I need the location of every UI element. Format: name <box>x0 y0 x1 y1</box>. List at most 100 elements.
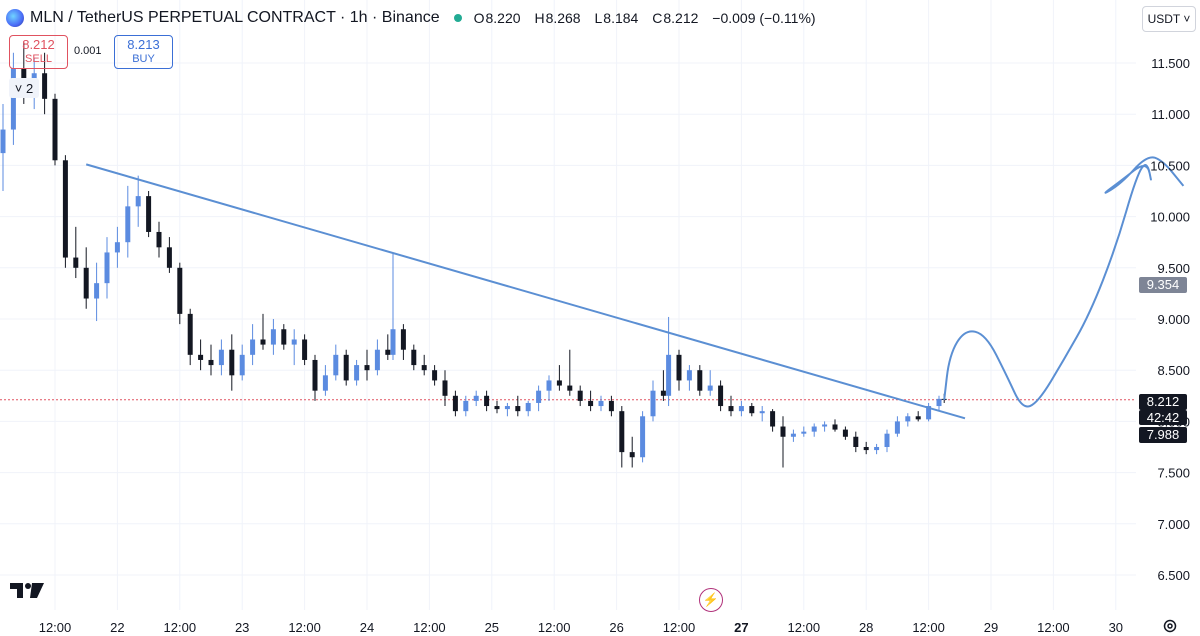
x-tick-label: 23 <box>235 620 249 635</box>
low-value: 8.184 <box>603 10 639 26</box>
candle-body <box>343 354 349 381</box>
y-tick-label: 7.500 <box>1157 466 1190 481</box>
candle-body <box>0 129 6 154</box>
candle-body <box>135 196 141 207</box>
high-key: H <box>534 10 545 26</box>
spread-value: 0.001 <box>74 45 102 57</box>
y-tick-label: 11.000 <box>1151 107 1190 122</box>
buy-label: BUY <box>132 53 155 65</box>
gear-icon[interactable] <box>1162 618 1178 634</box>
candle-body <box>52 98 58 161</box>
candles <box>0 42 947 468</box>
candle-body <box>577 390 583 401</box>
candle-body <box>73 257 79 268</box>
candle-body <box>463 400 469 412</box>
candle-body <box>374 349 380 371</box>
candle-body <box>525 402 531 412</box>
candle-body <box>400 329 406 350</box>
candle-body <box>385 349 391 355</box>
x-tick-label: 12:00 <box>288 620 321 635</box>
candle-body <box>853 436 859 447</box>
y-tick-label: 10.500 <box>1150 158 1190 173</box>
candle-body <box>811 426 817 432</box>
candle-body <box>83 267 89 299</box>
y-tick-label: 9.500 <box>1157 261 1190 276</box>
candle-body <box>390 329 396 355</box>
candle-body <box>494 406 500 410</box>
x-tick-label: 12:00 <box>912 620 945 635</box>
x-tick-label: 27 <box>734 620 748 635</box>
candle-body <box>884 433 890 447</box>
candle-body <box>354 365 360 381</box>
candle-body <box>260 339 266 345</box>
candle-body <box>473 395 479 401</box>
price-axis[interactable]: 11.50011.00010.50010.0009.5009.0008.5008… <box>1150 56 1190 583</box>
candle-body <box>208 359 214 366</box>
candle-body <box>421 365 427 371</box>
projection-drawing[interactable] <box>943 156 1185 408</box>
candle-body <box>738 406 744 412</box>
x-tick-label: 28 <box>859 620 873 635</box>
candle-body <box>759 411 765 414</box>
open-key: O <box>473 10 485 26</box>
candle-body <box>239 354 245 376</box>
candle-body <box>926 406 932 420</box>
candle-body <box>697 370 703 391</box>
close-key: C <box>652 10 663 26</box>
candle-body <box>749 406 755 414</box>
candle-body <box>686 370 692 381</box>
x-tick-label: 29 <box>984 620 998 635</box>
x-tick-label: 30 <box>1109 620 1123 635</box>
change-value: −0.009 (−0.11%) <box>712 10 816 26</box>
legend-toggle-button[interactable]: ˅ 2 <box>9 78 39 98</box>
candle-body <box>322 375 328 391</box>
candle-body <box>484 395 490 407</box>
indicator-count: 2 <box>25 80 34 96</box>
chevron-down-icon: ˅ <box>14 80 23 96</box>
symbol-logo-icon[interactable] <box>6 9 24 27</box>
close-value: 8.212 <box>663 10 699 26</box>
candle-body <box>515 406 521 412</box>
sell-label: SELL <box>25 53 52 65</box>
x-tick-label: 12:00 <box>413 620 446 635</box>
x-tick-label: 25 <box>485 620 499 635</box>
y-tick-label: 11.500 <box>1151 56 1190 71</box>
x-tick-label: 12:00 <box>663 620 696 635</box>
buy-button[interactable]: 8.213 BUY <box>114 35 173 69</box>
x-tick-label: 12:00 <box>164 620 197 635</box>
lightning-icon[interactable]: ⚡ <box>699 588 723 612</box>
candle-body <box>863 447 869 451</box>
y-tick-label: 10.000 <box>1150 210 1190 225</box>
trendline[interactable] <box>85 163 966 420</box>
tradingview-logo-icon[interactable] <box>10 581 46 599</box>
candle-body <box>42 73 48 99</box>
candle-body <box>660 390 666 396</box>
candle-body <box>166 247 172 268</box>
candle-body <box>546 380 552 391</box>
symbol-title[interactable]: MLN / TetherUS PERPETUAL CONTRACT · 1h ·… <box>30 9 440 26</box>
candle-body <box>442 380 448 396</box>
candle-body <box>598 400 604 407</box>
candle-body <box>94 283 100 299</box>
high-value: 8.268 <box>545 10 581 26</box>
sell-button[interactable]: 8.212 SELL <box>9 35 68 69</box>
candle-body <box>728 406 734 412</box>
low-key: L <box>594 10 603 26</box>
last-price-tag: 8.212 <box>1139 394 1187 410</box>
candle-body <box>104 252 110 284</box>
candle-body <box>270 329 276 345</box>
candle-body <box>432 370 438 381</box>
candle-body <box>650 390 656 417</box>
x-tick-label: 24 <box>360 620 374 635</box>
candle-body <box>588 400 594 407</box>
grid <box>0 0 1136 610</box>
market-status-icon[interactable] <box>453 14 462 22</box>
candle-body <box>666 354 672 396</box>
candle-body <box>676 354 682 381</box>
time-axis[interactable]: 12:00 22 12:00 23 12:00 24 12:00 25 12:00 26 12:00… <box>39 620 1123 635</box>
y-tick-label: 6.500 <box>1157 568 1190 583</box>
candle-body <box>218 349 224 366</box>
currency-selector[interactable]: USDT ˅ <box>1142 6 1196 32</box>
candle-body <box>302 339 308 360</box>
